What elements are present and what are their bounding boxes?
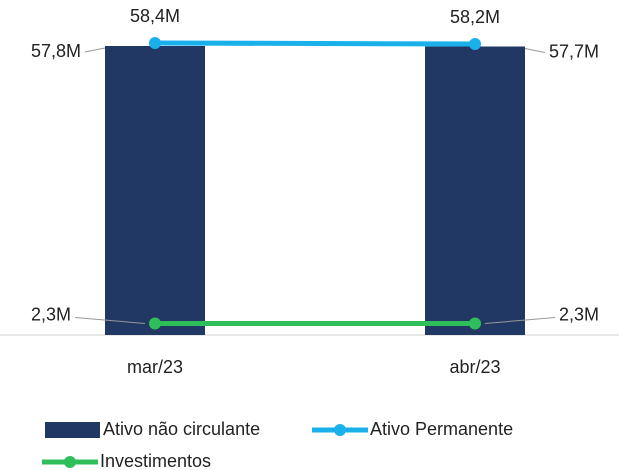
data-label: 2,3M [31,304,71,324]
line-point [149,317,161,330]
leader-line [74,317,146,324]
leader-line [84,47,106,53]
data-label: 57,7M [549,41,599,61]
data-label: 2,3M [559,304,599,324]
legend-label: Ativo Permanente [370,419,513,439]
data-label: 57,8M [31,41,81,61]
legend-swatch [334,424,346,436]
line-point [149,37,161,49]
data-label: 58,4M [130,6,180,26]
x-tick-label: mar/23 [127,357,183,377]
line [154,40,476,47]
legend-label: Ativo não circulante [103,419,260,439]
line-point [469,38,481,50]
bar [425,46,525,335]
bar [105,46,205,335]
legend-swatch [45,422,100,438]
leader-line [484,317,556,324]
legend-swatch [64,456,76,468]
data-label: 58,2M [450,7,500,27]
legend-label: Investimentos [100,451,211,470]
x-tick-label: abr/23 [449,357,500,377]
leader-line [524,48,546,53]
line-point [469,317,481,330]
